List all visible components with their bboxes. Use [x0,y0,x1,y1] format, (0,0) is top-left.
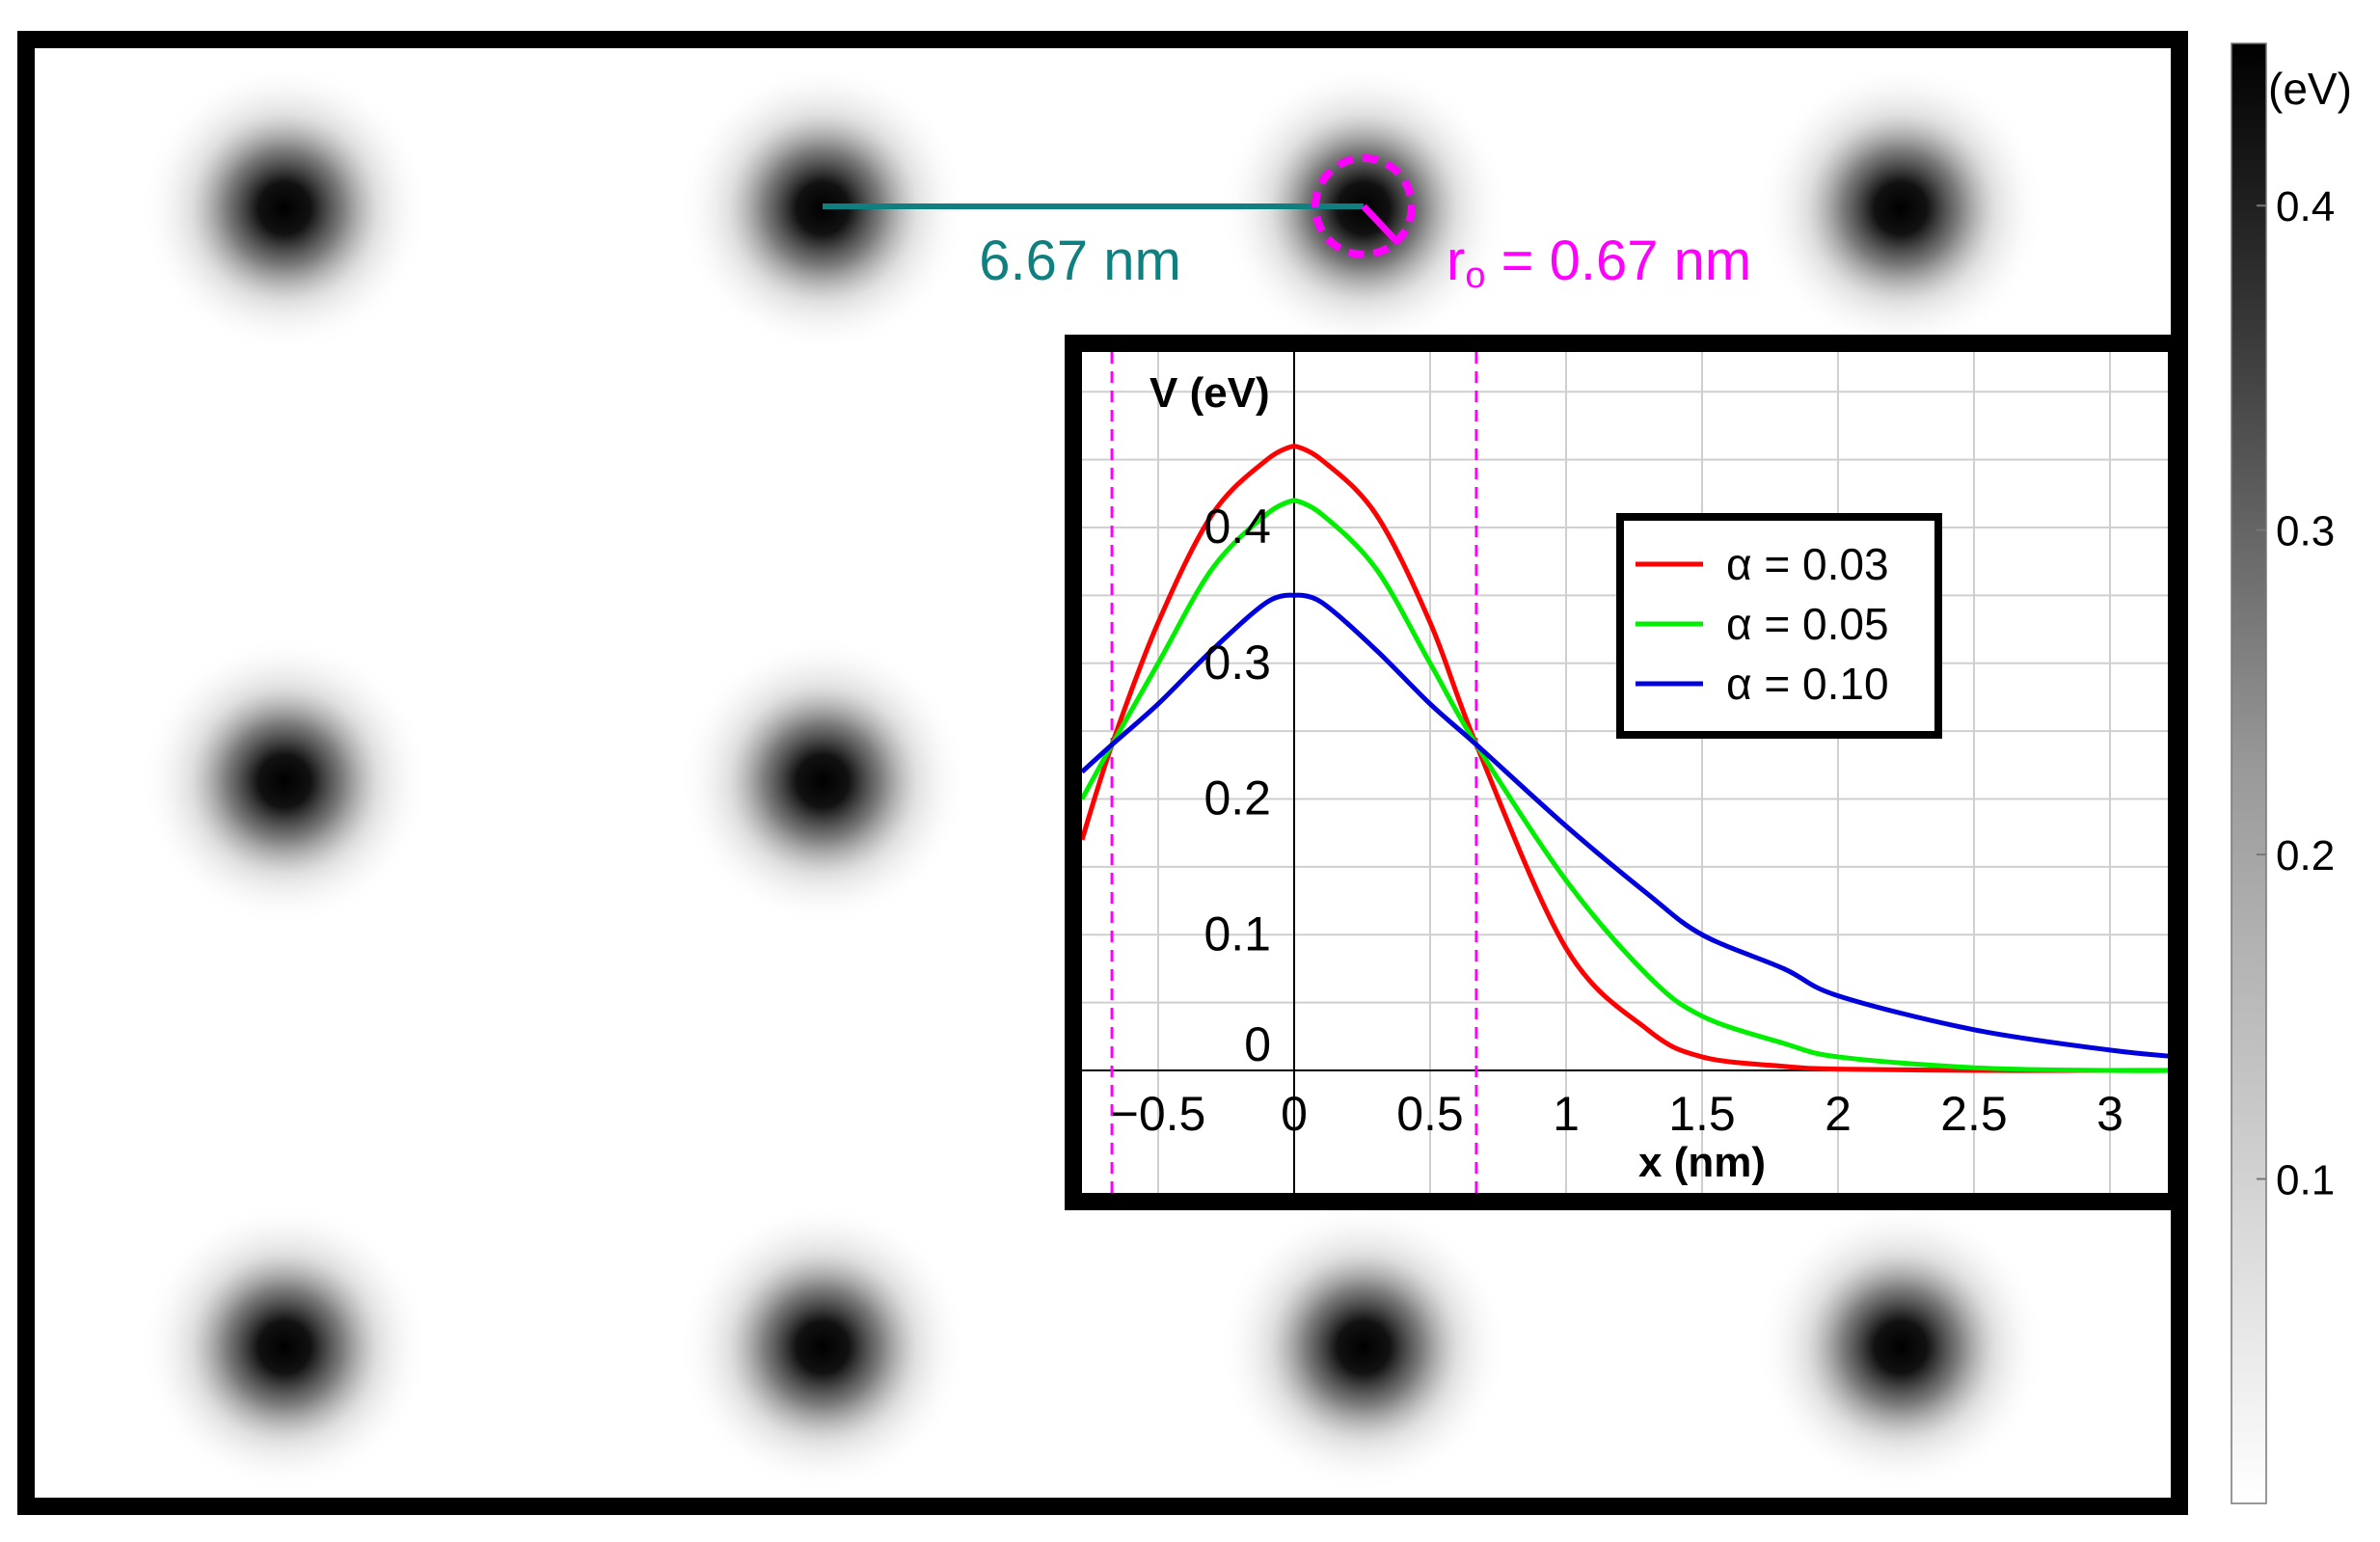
y-tick-label: 0.4 [1204,500,1271,554]
dot [1756,64,2045,353]
radius-label: ro = 0.67 nm [1447,230,1751,296]
y-axis-label: V (eV) [1149,369,1270,417]
chart-series [1079,444,2178,1073]
radius-circle [1312,154,1416,258]
chart-border [1065,335,2185,1210]
dot [140,64,429,353]
x-tick-label: 0 [1281,1087,1308,1141]
x-tick-label: 2.5 [1940,1087,2008,1141]
colorbar-scale [2231,42,2267,1504]
dot [1219,1203,1508,1492]
dot [678,636,967,926]
y-tick-label: 0.2 [1204,771,1271,825]
colorbar-tick-label: 0.3 [2276,508,2335,555]
chart-frame [1073,343,2177,1202]
x-tick-label: 2 [1825,1087,1852,1141]
x-tick-label: 3 [2096,1087,2123,1141]
legend-label: α = 0.05 [1726,599,1889,649]
legend-label: α = 0.03 [1726,539,1889,589]
x-tick-label: 0.5 [1396,1087,1464,1141]
colorbar: (eV) 0.1 0.2 0.3 0.4 [2231,42,2352,1504]
colorbar-tick-label: 0.2 [2276,832,2335,879]
series-line [1080,592,2178,1060]
colorbar-tick-label: 0.4 [2276,183,2335,230]
dot [140,636,429,926]
chart-vlines [1110,352,1478,1193]
colorbar-unit: (eV) [2268,64,2352,114]
dot [678,1203,967,1492]
y-tick-label: 0.1 [1204,906,1271,960]
potential-dots [140,64,2045,1492]
spacing-label: 6.67 nm [979,230,1181,292]
x-tick-label: −0.5 [1111,1087,1206,1141]
x-tick-label: 1 [1553,1087,1580,1141]
x-axis-label: x (nm) [1638,1139,1766,1186]
dot [1756,1203,2045,1492]
x-tick-label: 1.5 [1668,1087,1736,1141]
dot [140,1203,429,1492]
radius-line [1361,203,1401,246]
chart-legend: α = 0.03 α = 0.05 α = 0.10 [1616,513,1942,739]
y-tick-label: 0 [1244,1017,1271,1071]
series-line [1079,444,2178,1073]
legend-label: α = 0.10 [1726,659,1889,709]
y-tick-label: 0.3 [1204,636,1271,690]
colorbar-tick-label: 0.1 [2276,1157,2335,1204]
chart-ticks: −0.5 0 0.5 1 1.5 2 2.5 3 0 0.1 0.2 0.3 0.4 [1111,500,2123,1141]
